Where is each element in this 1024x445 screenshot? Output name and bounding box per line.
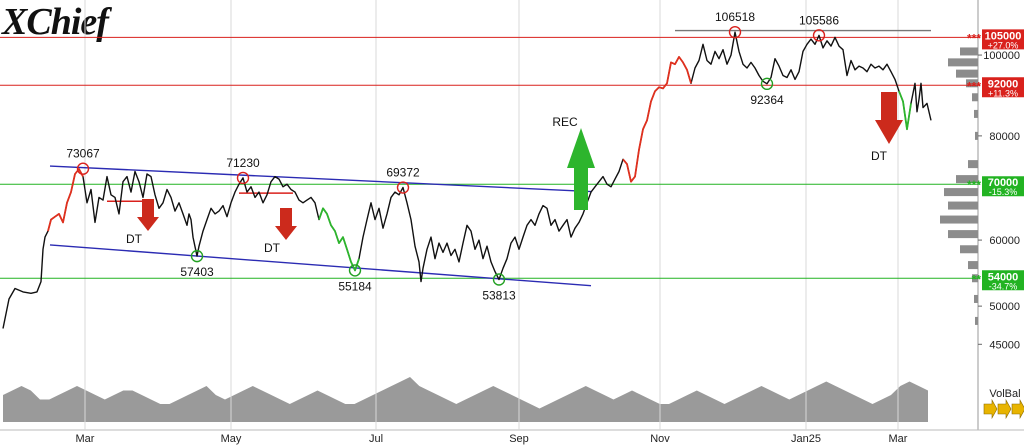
- pivot-circle: [236, 171, 250, 185]
- price-series-line: [2, 31, 932, 329]
- volume-profile-bar: [948, 201, 978, 210]
- level-stars: ***: [967, 79, 981, 93]
- y-tick-label: 100000: [983, 50, 1020, 62]
- level-tag-pct: +11.3%: [988, 88, 1018, 98]
- x-tick-label: Jul: [369, 433, 383, 445]
- channel-upper-line: [49, 165, 592, 193]
- pivot-label: 55184: [338, 279, 372, 293]
- volume-profile-bar: [975, 316, 978, 325]
- y-tick-label: 45000: [989, 339, 1020, 351]
- signal-label: DT: [126, 232, 143, 246]
- volume-profile-bar: [948, 230, 978, 239]
- pivot-label: 53813: [482, 289, 516, 303]
- pivot-circle: [728, 25, 742, 39]
- down-arrow: [875, 92, 903, 144]
- x-axis: Mar May Jul Sep Nov Jan25 Mar: [76, 433, 908, 445]
- volume-profile-bar: [960, 47, 978, 56]
- pivot-label: 57403: [180, 265, 214, 279]
- volume-profile-bar: [948, 58, 978, 67]
- price-highlight-segment: [622, 56, 692, 183]
- level-stars: ***: [967, 31, 981, 45]
- pivot-circle: [396, 181, 410, 194]
- x-tick-label: May: [221, 433, 242, 445]
- trend-lines: [49, 29, 931, 287]
- arrow-icon: [983, 398, 998, 420]
- price-line: [2, 31, 932, 329]
- pivot-label: 92364: [750, 93, 784, 107]
- level-lines: [0, 36, 980, 279]
- price-highlight-segment: [898, 90, 912, 131]
- volume-profile-bar: [972, 93, 978, 102]
- volume-profile-bar: [966, 79, 978, 88]
- y-tick-label: 80000: [989, 131, 1020, 143]
- x-tick-label: Mar: [76, 433, 95, 445]
- level-tag-value: 105000: [985, 30, 1022, 42]
- price-highlight-segment: [318, 207, 360, 272]
- volume-area: [3, 377, 928, 422]
- volume-profile-bar: [960, 245, 978, 254]
- signal-arrows: DT DT REC DT: [126, 92, 903, 255]
- level-tag-pct: -15.3%: [989, 187, 1018, 197]
- level-tag-pct: +27.0%: [988, 40, 1019, 50]
- pivot-circle: [190, 249, 204, 263]
- up-arrow: [567, 128, 595, 210]
- pivot-circle: [348, 264, 362, 277]
- price-highlight-segment: [47, 168, 84, 232]
- channel-lower-line: [49, 244, 592, 287]
- level-tag-box: [982, 176, 1024, 197]
- pivot-label: 73067: [66, 147, 100, 161]
- x-tick-label: Sep: [509, 433, 529, 445]
- logo-text: XChief: [2, 1, 109, 43]
- y-tick-label: 50000: [989, 301, 1020, 313]
- level-tag-value: 54000: [988, 271, 1019, 283]
- level-stars: ***: [967, 178, 981, 192]
- signal-label: DT: [264, 241, 281, 255]
- pivot-label: 69372: [386, 166, 420, 180]
- y-tick-label: 60000: [989, 235, 1020, 247]
- x-tick-label: Nov: [650, 433, 670, 445]
- volume-profile-bar: [956, 69, 978, 78]
- volume-area-shape: [3, 377, 928, 422]
- volume-profile-bar: [956, 175, 978, 184]
- level-tag-box: [982, 270, 1024, 291]
- pivot-markers: 73067 71230 69372 106518 105586 57403 55184 538…: [66, 10, 839, 302]
- level-tag-box: [982, 77, 1024, 98]
- y-axis: 100000 80000 60000 50000 45000: [978, 50, 1020, 351]
- volume-profile-bar: [944, 188, 978, 197]
- volume-profile-bar: [975, 131, 978, 140]
- pivot-circle: [760, 77, 774, 91]
- pivot-label: 106518: [715, 10, 755, 24]
- x-grid: [84, 0, 899, 430]
- arrow-icon: [1011, 398, 1024, 420]
- signal-label: DT: [871, 149, 888, 163]
- volume-profile-bar: [940, 215, 978, 224]
- x-tick-label: Mar: [889, 433, 908, 445]
- volume-profile-bar: [968, 261, 978, 270]
- level-stars: **: [972, 272, 982, 286]
- signal-label: REC: [552, 115, 578, 129]
- pivot-label: 71230: [226, 156, 260, 170]
- pivot-circle: [812, 29, 826, 42]
- x-tick-label: Jan25: [791, 433, 821, 445]
- xchief-logo: XChief: [2, 0, 109, 44]
- pivot-circle: [76, 162, 90, 175]
- volume-profile-bar: [974, 109, 978, 118]
- volume-profile: [940, 47, 978, 325]
- arrow-icon: [997, 398, 1012, 420]
- bottom-right: VolBal: [983, 388, 1024, 420]
- level-tags: *** 105000+27.0% *** 92000+11.3% *** 70000-15…: [967, 29, 1024, 291]
- pivot-label: 105586: [799, 13, 839, 27]
- pivot-circle: [492, 273, 506, 286]
- volume-profile-bar: [968, 160, 978, 169]
- level-tag-pct: -34.7%: [989, 281, 1018, 291]
- down-arrow: [137, 199, 159, 231]
- level-tag-value: 70000: [988, 177, 1019, 189]
- volbal-label: VolBal: [989, 388, 1020, 400]
- volume-profile-bar: [974, 294, 978, 303]
- level-tag-value: 92000: [988, 78, 1019, 90]
- level-tag-box: [982, 29, 1024, 50]
- down-arrow: [275, 208, 297, 240]
